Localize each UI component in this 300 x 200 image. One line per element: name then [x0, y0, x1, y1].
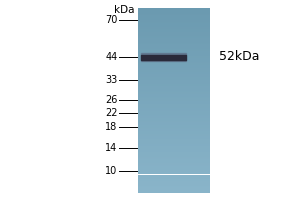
Text: 70: 70: [105, 15, 118, 25]
Bar: [141, 60, 186, 61]
Text: 18: 18: [105, 122, 118, 132]
Text: 22: 22: [105, 108, 118, 118]
Bar: [141, 54, 186, 60]
Text: 44: 44: [105, 52, 118, 62]
Text: 10: 10: [105, 166, 118, 176]
Text: 33: 33: [105, 75, 118, 85]
Text: 52kDa: 52kDa: [219, 50, 260, 64]
Text: 26: 26: [105, 95, 118, 105]
Text: kDa: kDa: [114, 5, 135, 15]
Bar: [141, 53, 186, 54]
Text: 14: 14: [105, 143, 118, 153]
